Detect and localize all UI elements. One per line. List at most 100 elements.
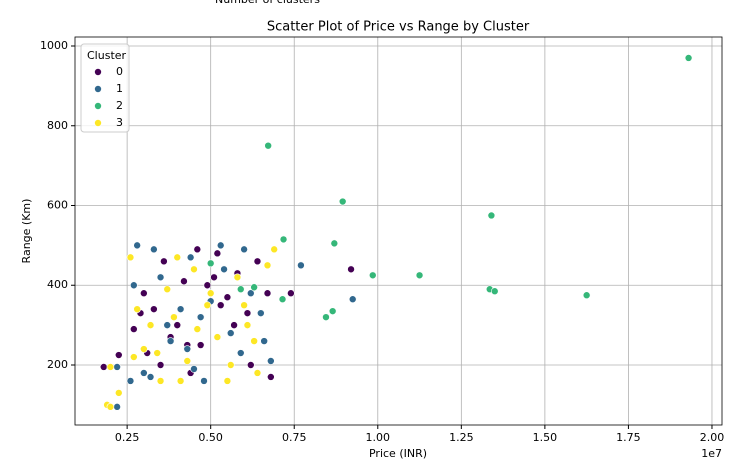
point (297, 261, 305, 270)
point (240, 301, 248, 309)
point (226, 361, 235, 369)
point (328, 307, 337, 315)
point (176, 377, 185, 385)
point (133, 241, 141, 250)
point (253, 369, 262, 377)
point (206, 259, 215, 268)
point (347, 265, 355, 274)
point (140, 369, 148, 377)
point (368, 271, 377, 280)
x-tick-label: 1.25 (449, 431, 474, 444)
point (153, 349, 162, 357)
point (226, 329, 235, 337)
point (150, 245, 158, 254)
point (223, 377, 232, 385)
point (130, 353, 138, 361)
point (338, 197, 347, 206)
point (166, 337, 175, 345)
point (206, 289, 215, 298)
point (196, 341, 205, 349)
point (163, 321, 172, 329)
point (230, 321, 238, 329)
point (203, 281, 212, 290)
point (170, 313, 178, 321)
legend-marker (94, 119, 102, 127)
point (270, 245, 278, 254)
point (322, 313, 330, 321)
point (126, 253, 135, 262)
point (330, 239, 339, 248)
point (113, 363, 121, 371)
x-tick-label: 0.75 (282, 431, 307, 444)
y-axis-label: Range (Km) (20, 199, 33, 264)
x-tick-label: 0.25 (115, 431, 140, 444)
point (186, 253, 195, 262)
legend: Cluster 0 1 2 3 (80, 43, 130, 133)
point (183, 357, 192, 365)
point (114, 389, 123, 397)
point (246, 289, 255, 298)
plot-frame (74, 36, 723, 426)
point (220, 265, 228, 274)
legend-label: 0 (116, 65, 123, 78)
y-tick-label: 1000 (40, 39, 68, 52)
point (278, 295, 287, 304)
point (257, 309, 265, 317)
point (200, 377, 208, 385)
point (267, 373, 275, 381)
x-tick-label: 1.00 (366, 431, 391, 444)
point (243, 309, 252, 317)
points (99, 54, 693, 411)
x-offset-label: 1e7 (701, 447, 722, 460)
point (210, 273, 218, 282)
legend-marker (94, 68, 102, 76)
point (203, 301, 212, 309)
point (216, 241, 225, 250)
point (193, 245, 202, 254)
point (150, 305, 158, 313)
point (193, 325, 202, 333)
point (160, 257, 168, 266)
point (246, 361, 255, 369)
point (133, 305, 141, 313)
point (99, 363, 108, 371)
point (348, 295, 357, 304)
point (233, 273, 242, 282)
point (146, 373, 155, 381)
point (250, 337, 258, 345)
x-tick-label: 0.50 (198, 431, 223, 444)
point (213, 249, 222, 258)
point (253, 257, 262, 266)
point (260, 337, 268, 345)
point (490, 287, 499, 296)
legend-label: 2 (116, 99, 123, 112)
header-text: Number of clusters (215, 0, 320, 6)
point (279, 235, 288, 244)
point (267, 357, 275, 365)
point (106, 403, 115, 411)
point (236, 285, 245, 294)
y-tick-label: 200 (47, 358, 68, 371)
legend-title: Cluster (87, 49, 127, 62)
point (130, 281, 138, 290)
x-tick-label: 2.00 (700, 431, 725, 444)
point (130, 325, 138, 333)
point (156, 361, 165, 369)
point (180, 277, 188, 286)
point (140, 345, 148, 353)
y-tick-label: 800 (47, 119, 68, 132)
point (113, 403, 121, 411)
chart-title: Scatter Plot of Price vs Range by Cluste… (267, 20, 530, 35)
point (684, 54, 693, 62)
legend-label: 1 (116, 82, 123, 95)
point (236, 349, 245, 357)
point (264, 141, 272, 150)
point (582, 291, 591, 300)
point (213, 333, 222, 341)
point (223, 293, 232, 302)
point (176, 305, 185, 313)
legend-box (80, 43, 130, 133)
point (263, 289, 272, 298)
legend-marker (94, 85, 102, 93)
